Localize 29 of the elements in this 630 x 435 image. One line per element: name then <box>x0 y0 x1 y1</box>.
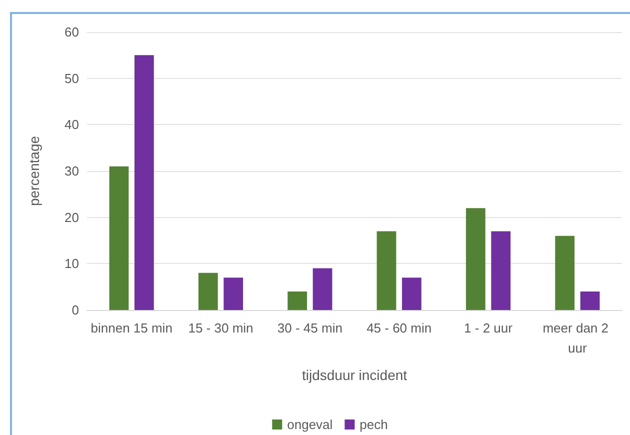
x-tick-label: 45 - 60 min <box>366 320 432 336</box>
bar <box>580 291 600 310</box>
bar <box>555 236 575 310</box>
bar <box>109 166 129 310</box>
y-tick-label: 50 <box>64 70 79 86</box>
legend-label: ongeval <box>287 417 333 432</box>
x-axis-title: tijdsduur incident <box>302 367 408 383</box>
legend-label: pech <box>360 417 388 432</box>
y-tick-label: 40 <box>64 117 79 132</box>
bar <box>312 268 332 310</box>
y-tick-label: 60 <box>64 24 79 40</box>
y-axis-title: percentage <box>26 136 42 206</box>
bar <box>288 291 308 310</box>
x-tick-label: 1 - 2 uur <box>464 320 514 336</box>
y-tick-label: 10 <box>64 256 79 272</box>
bar <box>466 208 486 310</box>
y-tick-label: 30 <box>64 164 79 178</box>
y-tick-label: 20 <box>64 210 79 225</box>
bar <box>198 272 218 310</box>
x-tick-label: 30 - 45 min <box>277 320 342 336</box>
y-tick-label: 0 <box>72 302 79 318</box>
x-tick-label: meer dan 2 uur <box>542 320 612 356</box>
x-tick-label: 15 - 30 min <box>188 320 254 336</box>
bar <box>402 278 422 310</box>
bar <box>376 231 396 310</box>
bar <box>134 55 154 310</box>
bar <box>491 231 511 310</box>
bar <box>224 278 244 310</box>
x-tick-label: binnen 15 min <box>90 320 172 336</box>
